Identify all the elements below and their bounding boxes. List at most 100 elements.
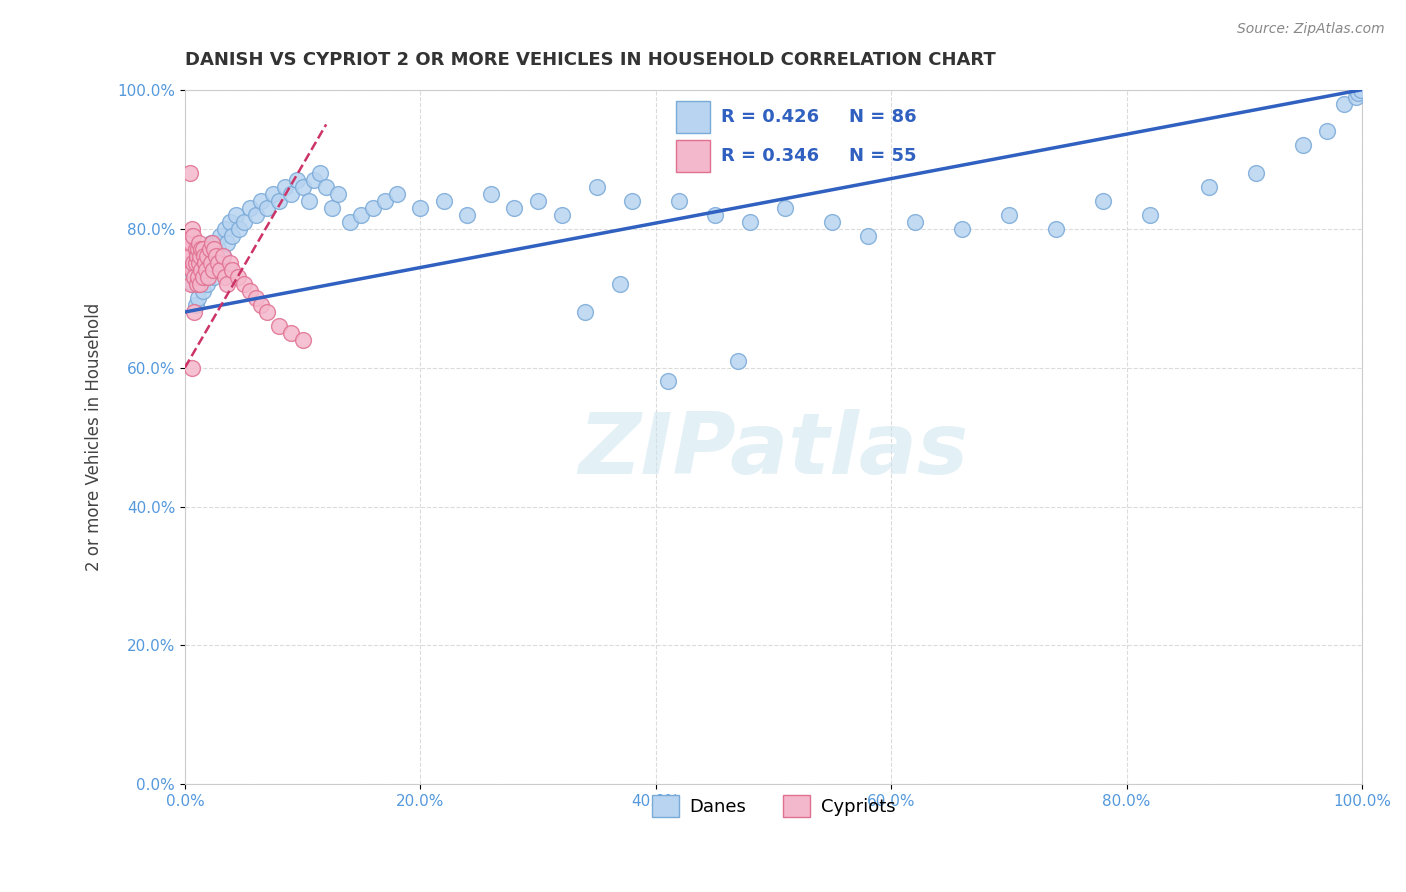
Point <box>207 256 229 270</box>
Point <box>186 256 208 270</box>
Point <box>187 243 209 257</box>
Point <box>274 180 297 194</box>
Point <box>239 284 262 298</box>
Point <box>657 375 679 389</box>
Point <box>225 208 247 222</box>
Point <box>350 208 373 222</box>
Point <box>1347 86 1369 100</box>
Point <box>1092 194 1115 208</box>
Point <box>184 298 207 312</box>
Point <box>209 228 232 243</box>
Text: Source: ZipAtlas.com: Source: ZipAtlas.com <box>1237 22 1385 37</box>
Point <box>527 194 550 208</box>
Point <box>1244 166 1267 180</box>
Point <box>190 263 212 277</box>
Point <box>187 270 209 285</box>
Point <box>198 243 221 257</box>
Point <box>209 263 232 277</box>
Point <box>191 270 214 285</box>
Point <box>201 235 224 250</box>
Point <box>609 277 631 292</box>
Point <box>181 221 204 235</box>
Point <box>179 228 201 243</box>
Point <box>550 208 572 222</box>
Point <box>285 173 308 187</box>
Point <box>326 186 349 201</box>
Point <box>188 249 211 263</box>
Point <box>184 256 207 270</box>
Point <box>456 208 478 222</box>
Point <box>188 277 211 292</box>
Point <box>262 186 284 201</box>
Point <box>703 208 725 222</box>
Point <box>950 221 973 235</box>
Point <box>217 235 239 250</box>
Point <box>179 249 201 263</box>
Point <box>821 215 844 229</box>
Point <box>1045 221 1067 235</box>
Point <box>1198 180 1220 194</box>
Point <box>321 201 343 215</box>
Point <box>361 201 384 215</box>
Point <box>856 228 879 243</box>
Point <box>204 235 226 250</box>
Point <box>280 326 302 340</box>
Point <box>193 249 215 263</box>
Point <box>198 263 221 277</box>
Point <box>479 186 502 201</box>
Point <box>197 270 219 285</box>
Point <box>218 215 240 229</box>
Point <box>232 215 254 229</box>
Point <box>186 249 208 263</box>
Point <box>621 194 644 208</box>
Point <box>221 263 243 277</box>
Point <box>181 228 204 243</box>
Point <box>183 249 205 263</box>
Point <box>193 256 215 270</box>
Point <box>181 277 204 292</box>
Point <box>218 256 240 270</box>
Point <box>1346 89 1368 103</box>
Point <box>1292 138 1315 153</box>
Point <box>184 243 207 257</box>
Point <box>214 221 236 235</box>
Point <box>186 277 208 292</box>
Point <box>221 228 243 243</box>
Point <box>256 201 278 215</box>
Point <box>291 180 314 194</box>
Point <box>197 243 219 257</box>
Point <box>245 291 267 305</box>
Point <box>998 208 1021 222</box>
Point <box>503 201 526 215</box>
Point <box>191 243 214 257</box>
Point <box>239 201 262 215</box>
Point <box>309 166 332 180</box>
Point <box>409 201 432 215</box>
Point <box>180 263 202 277</box>
Point <box>228 221 250 235</box>
Point <box>204 249 226 263</box>
Point <box>180 277 202 292</box>
Point <box>1350 83 1372 97</box>
Point <box>668 194 690 208</box>
Point <box>202 249 225 263</box>
Point <box>179 166 201 180</box>
Point <box>202 243 225 257</box>
Point <box>574 305 596 319</box>
Point <box>188 256 211 270</box>
Point <box>195 277 218 292</box>
Point <box>315 180 337 194</box>
Point <box>195 249 218 263</box>
Point <box>226 270 249 285</box>
Point <box>738 215 761 229</box>
Point <box>267 194 290 208</box>
Text: DANISH VS CYPRIOT 2 OR MORE VEHICLES IN HOUSEHOLD CORRELATION CHART: DANISH VS CYPRIOT 2 OR MORE VEHICLES IN … <box>186 51 995 69</box>
Point <box>214 270 236 285</box>
Point <box>297 194 319 208</box>
Point <box>202 263 225 277</box>
Point <box>280 186 302 201</box>
Point <box>207 243 229 257</box>
Point <box>200 256 222 270</box>
Point <box>256 305 278 319</box>
Point <box>291 333 314 347</box>
